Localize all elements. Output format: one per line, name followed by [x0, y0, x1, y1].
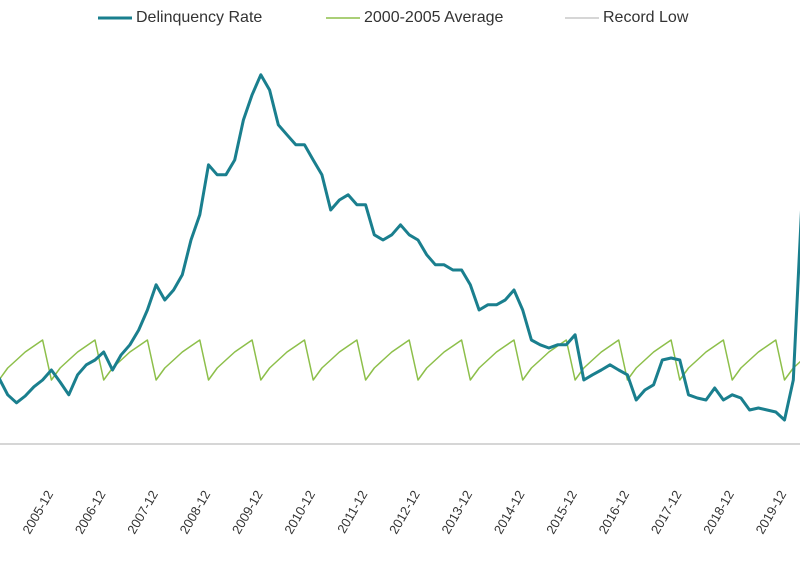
x-tick-label: 2008-12: [176, 488, 213, 537]
x-tick-label: 2017-12: [648, 488, 685, 537]
series-line: [0, 73, 800, 422]
x-tick-label: 2015-12: [543, 488, 580, 537]
legend-label: Record Low: [603, 9, 689, 26]
x-tick-label: 2016-12: [595, 488, 632, 537]
x-tick-label: 2007-12: [124, 488, 161, 537]
x-tick-label: 2013-12: [438, 488, 475, 537]
x-tick-label: 2006-12: [72, 488, 109, 537]
x-tick-label: 2010-12: [281, 488, 318, 537]
x-tick-label: 2014-12: [491, 488, 528, 537]
x-tick-label: 2018-12: [700, 488, 737, 537]
x-tick-label: 2012-12: [386, 488, 423, 537]
legend-label: Delinquency Rate: [136, 9, 262, 26]
series-line: [0, 339, 800, 381]
x-tick-label: 2019-12: [753, 488, 790, 537]
x-tick-label: 2009-12: [229, 488, 266, 537]
x-tick-label: 2005-12: [19, 488, 56, 537]
legend-label: 2000-2005 Average: [364, 9, 503, 26]
x-tick-label: 2011-12: [334, 488, 370, 536]
